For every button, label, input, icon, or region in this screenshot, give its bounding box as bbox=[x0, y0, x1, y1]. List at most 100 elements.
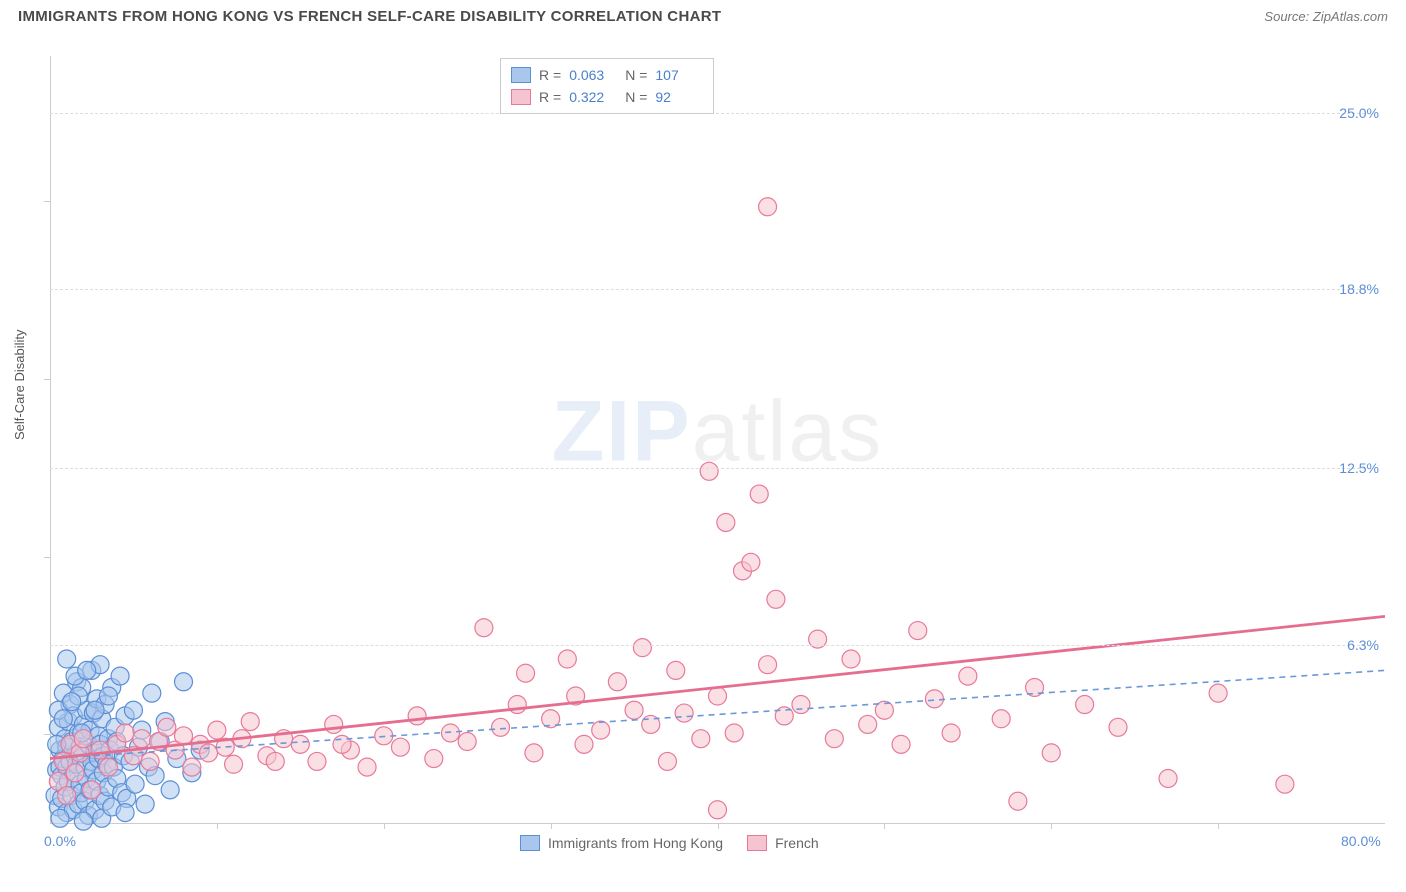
n-label: N = bbox=[625, 86, 647, 108]
scatter-svg bbox=[50, 56, 1385, 824]
y-tick-mark bbox=[44, 379, 50, 380]
grid-line bbox=[50, 289, 1365, 290]
n-label: N = bbox=[625, 64, 647, 86]
data-point bbox=[750, 485, 768, 503]
data-point bbox=[86, 701, 104, 719]
x-tick-mark bbox=[718, 823, 719, 829]
data-point bbox=[608, 673, 626, 691]
data-point bbox=[458, 733, 476, 751]
y-tick-mark bbox=[44, 201, 50, 202]
data-point bbox=[358, 758, 376, 776]
trend-line bbox=[50, 616, 1385, 758]
data-point bbox=[91, 741, 109, 759]
data-point bbox=[592, 721, 610, 739]
data-point bbox=[308, 752, 326, 770]
data-point bbox=[208, 721, 226, 739]
data-point bbox=[767, 590, 785, 608]
x-tick-mark bbox=[1051, 823, 1052, 829]
data-point bbox=[391, 738, 409, 756]
data-point bbox=[225, 755, 243, 773]
grid-line bbox=[50, 468, 1365, 469]
source-label: Source: bbox=[1264, 9, 1309, 24]
data-point bbox=[74, 812, 92, 830]
legend-item-hk: Immigrants from Hong Kong bbox=[520, 835, 723, 851]
data-point bbox=[241, 713, 259, 731]
data-point bbox=[175, 727, 193, 745]
data-point bbox=[126, 775, 144, 793]
data-point bbox=[658, 752, 676, 770]
data-point bbox=[475, 619, 493, 637]
data-point bbox=[63, 693, 81, 711]
data-point bbox=[842, 650, 860, 668]
data-point bbox=[825, 730, 843, 748]
data-point bbox=[692, 730, 710, 748]
x-tick-mark bbox=[384, 823, 385, 829]
chart-title: IMMIGRANTS FROM HONG KONG VS FRENCH SELF… bbox=[18, 8, 721, 25]
data-point bbox=[161, 781, 179, 799]
data-point bbox=[124, 701, 142, 719]
data-point bbox=[266, 752, 284, 770]
data-point bbox=[859, 715, 877, 733]
data-point bbox=[408, 707, 426, 725]
data-point bbox=[325, 715, 343, 733]
data-point bbox=[291, 735, 309, 753]
r-label: R = bbox=[539, 86, 561, 108]
plot-area: ZIPatlas R = 0.063 N = 107 R = 0.322 N =… bbox=[50, 56, 1385, 824]
y-tick-label: 12.5% bbox=[1339, 460, 1379, 476]
x-tick-mark bbox=[217, 823, 218, 829]
data-point bbox=[925, 690, 943, 708]
data-point bbox=[942, 724, 960, 742]
data-point bbox=[200, 744, 218, 762]
data-point bbox=[99, 687, 117, 705]
data-point bbox=[633, 639, 651, 657]
data-point bbox=[116, 804, 134, 822]
data-point bbox=[525, 744, 543, 762]
data-point bbox=[909, 622, 927, 640]
data-point bbox=[66, 764, 84, 782]
data-point bbox=[74, 730, 92, 748]
data-point bbox=[1009, 792, 1027, 810]
data-point bbox=[143, 684, 161, 702]
legend-swatch-hk bbox=[511, 67, 531, 83]
r-value-hk: 0.063 bbox=[569, 64, 617, 86]
data-point bbox=[709, 801, 727, 819]
data-point bbox=[742, 553, 760, 571]
data-point bbox=[78, 661, 96, 679]
source-value: ZipAtlas.com bbox=[1313, 9, 1388, 24]
y-axis-label: Self-Care Disability bbox=[12, 329, 27, 440]
legend-swatch-hk-b bbox=[520, 835, 540, 851]
x-tick-label: 80.0% bbox=[1341, 833, 1381, 849]
data-point bbox=[1159, 769, 1177, 787]
data-point bbox=[183, 758, 201, 776]
chart-area: ZIPatlas R = 0.063 N = 107 R = 0.322 N =… bbox=[50, 56, 1385, 824]
data-point bbox=[158, 718, 176, 736]
data-point bbox=[625, 701, 643, 719]
data-point bbox=[58, 787, 76, 805]
y-tick-label: 18.8% bbox=[1339, 281, 1379, 297]
source-attribution: Source: ZipAtlas.com bbox=[1264, 9, 1388, 24]
data-point bbox=[58, 650, 76, 668]
legend-label-fr: French bbox=[775, 835, 819, 851]
data-point bbox=[792, 696, 810, 714]
legend-stats-row-fr: R = 0.322 N = 92 bbox=[511, 86, 703, 108]
data-point bbox=[333, 735, 351, 753]
data-point bbox=[1042, 744, 1060, 762]
x-tick-mark bbox=[551, 823, 552, 829]
data-point bbox=[959, 667, 977, 685]
data-point bbox=[492, 718, 510, 736]
y-tick-mark bbox=[44, 734, 50, 735]
data-point bbox=[725, 724, 743, 742]
data-point bbox=[51, 809, 69, 827]
data-point bbox=[442, 724, 460, 742]
data-point bbox=[111, 667, 129, 685]
r-value-fr: 0.322 bbox=[569, 86, 617, 108]
data-point bbox=[133, 730, 151, 748]
data-point bbox=[116, 724, 134, 742]
data-point bbox=[1076, 696, 1094, 714]
data-point bbox=[709, 687, 727, 705]
data-point bbox=[141, 752, 159, 770]
data-point bbox=[54, 710, 72, 728]
data-point bbox=[575, 735, 593, 753]
y-tick-label: 25.0% bbox=[1339, 105, 1379, 121]
legend-series: Immigrants from Hong Kong French bbox=[520, 835, 819, 851]
